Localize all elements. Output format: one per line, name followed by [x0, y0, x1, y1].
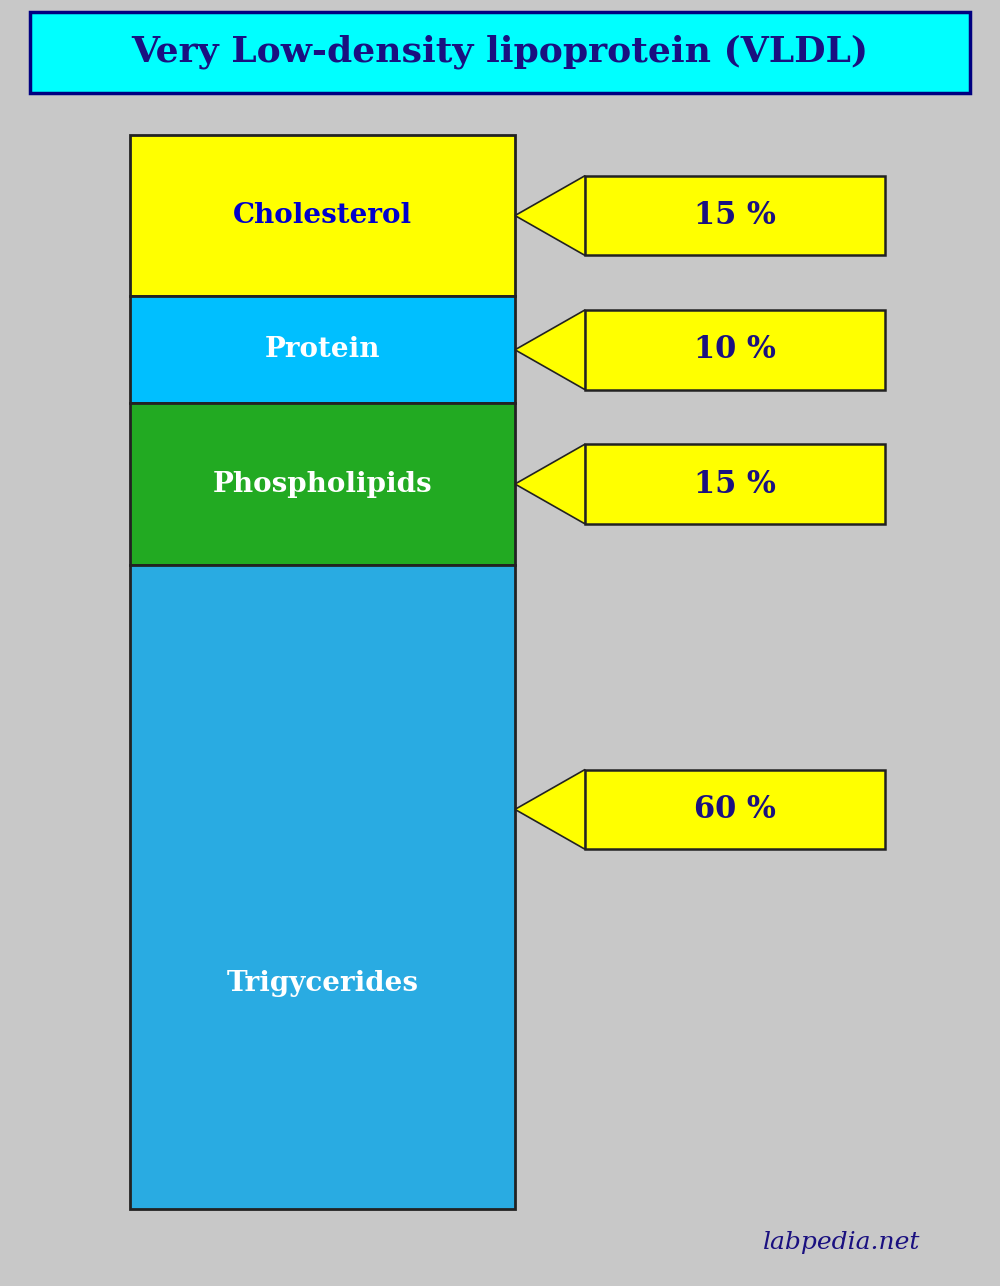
Polygon shape: [515, 444, 585, 523]
FancyBboxPatch shape: [30, 12, 970, 93]
Bar: [585, 444, 885, 523]
Bar: [585, 310, 885, 390]
Text: Phospholipids: Phospholipids: [213, 471, 432, 498]
Bar: [585, 176, 885, 256]
Text: 10 %: 10 %: [694, 334, 776, 365]
Bar: [130, 135, 515, 296]
Bar: [130, 296, 515, 404]
Polygon shape: [515, 769, 585, 849]
Text: 15 %: 15 %: [694, 468, 776, 499]
Bar: [130, 404, 515, 565]
Bar: [585, 769, 885, 849]
Text: 60 %: 60 %: [694, 793, 776, 824]
Text: 15 %: 15 %: [694, 201, 776, 231]
Text: Protein: Protein: [265, 337, 380, 363]
Text: Trigycerides: Trigycerides: [226, 970, 418, 997]
Polygon shape: [515, 310, 585, 390]
Text: Very Low-density lipoprotein (VLDL): Very Low-density lipoprotein (VLDL): [131, 35, 869, 69]
Polygon shape: [515, 176, 585, 256]
Bar: [130, 565, 515, 1209]
Text: labpedia.net: labpedia.net: [763, 1231, 920, 1254]
Text: Cholesterol: Cholesterol: [233, 202, 412, 229]
